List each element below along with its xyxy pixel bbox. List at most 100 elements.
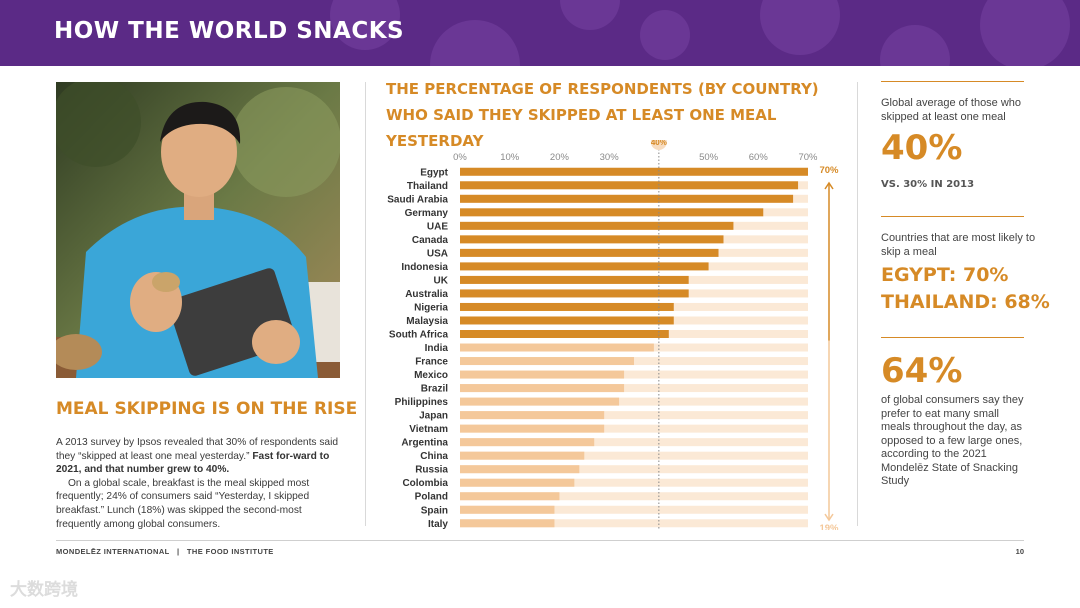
bar-track — [460, 519, 808, 528]
category-label: Italy — [428, 519, 448, 530]
x-tick-label: 20% — [550, 152, 570, 163]
stat-3-description: of global consumers say they prefer to e… — [881, 394, 1024, 487]
divider-left — [365, 82, 366, 526]
category-label: South Africa — [389, 330, 449, 341]
bar-philippines — [460, 397, 620, 406]
category-label: Vietnam — [409, 424, 448, 435]
stat-3-value: 64% — [881, 351, 963, 391]
x-tick-label: 10% — [500, 152, 520, 163]
bar-japan — [460, 411, 605, 420]
bar-uae — [460, 221, 734, 230]
bar-brazil — [460, 384, 625, 393]
sidebar-rule-1 — [881, 81, 1024, 82]
category-label: Canada — [412, 235, 449, 246]
paragraph-1-text: A 2013 survey by Ipsos revealed that 30%… — [56, 437, 339, 462]
bar-track — [460, 397, 808, 406]
bar-track — [460, 492, 808, 501]
category-label: Brazil — [421, 384, 448, 395]
bar-track — [460, 384, 808, 393]
bar-track — [460, 451, 808, 460]
category-label: Indonesia — [401, 262, 448, 273]
bar-malaysia — [460, 316, 674, 325]
range-arrowhead-up — [824, 181, 834, 190]
bar-colombia — [460, 478, 575, 487]
bar-track — [460, 465, 808, 474]
x-tick-label: 0% — [453, 152, 467, 163]
category-label: Australia — [405, 289, 448, 300]
divider-right — [857, 82, 858, 526]
category-label: Nigeria — [414, 302, 448, 313]
bar-track — [460, 478, 808, 487]
stat-1-label: Global average of those who skipped at l… — [881, 97, 1022, 123]
bar-south-africa — [460, 330, 669, 338]
bar-argentina — [460, 438, 595, 447]
footer-organizations: MONDELĒZ INTERNATIONAL | THE FOOD INSTIT… — [56, 547, 274, 556]
bar-track — [460, 505, 808, 514]
paragraph-2: On a global scale, breakfast is the meal… — [56, 477, 310, 530]
range-bottom-label: 19% — [819, 523, 839, 530]
x-tick-label: 70% — [798, 152, 818, 163]
category-label: Spain — [421, 505, 448, 516]
bar-track — [460, 438, 808, 447]
bar-nigeria — [460, 302, 674, 311]
range-arrowhead-down — [824, 513, 834, 522]
category-label: Poland — [415, 492, 448, 503]
category-label: Argentina — [401, 438, 448, 449]
sidebar-rule-3 — [881, 337, 1024, 338]
bar-chart: 0% 10% 20% 30% 50% 60% 70% Egypt Thailand Saudi A… — [387, 140, 839, 530]
category-label: UK — [434, 275, 449, 286]
header-banner: HOW THE WORLD SNACKS — [0, 0, 1080, 66]
bar-france — [460, 357, 634, 366]
bar-russia — [460, 465, 580, 474]
bar-canada — [460, 235, 724, 244]
category-label: Thailand — [407, 181, 448, 192]
x-tick-label: 30% — [600, 152, 620, 163]
category-label: Germany — [405, 208, 449, 219]
stat-1-value: 40% — [881, 128, 963, 168]
x-tick-label: 50% — [699, 152, 719, 163]
bar-usa — [460, 248, 719, 257]
stat-2-line-1: EGYPT: 70% — [881, 264, 1009, 286]
category-label: Philippines — [395, 397, 449, 408]
bar-track — [460, 424, 808, 433]
bar-china — [460, 451, 585, 460]
page-title: HOW THE WORLD SNACKS — [54, 18, 405, 44]
reference-label: 40% — [651, 140, 667, 147]
bar-italy — [460, 519, 555, 528]
category-label: Egypt — [420, 167, 448, 178]
stat-1-note: VS. 30% IN 2013 — [881, 179, 975, 190]
page-number: 10 — [1015, 547, 1024, 556]
category-label: Saudi Arabia — [387, 194, 448, 205]
paragraph-1: A 2013 survey by Ipsos revealed that 30%… — [56, 436, 340, 477]
bar-egypt — [460, 167, 808, 176]
category-label: France — [415, 357, 448, 368]
section-heading: MEAL SKIPPING IS ON THE RISE — [56, 399, 358, 419]
bar-thailand — [460, 181, 799, 190]
left-body-text: A 2013 survey by Ipsos revealed that 30%… — [56, 436, 340, 531]
bar-saudi-arabia — [460, 194, 794, 203]
category-label: Russia — [415, 465, 448, 476]
chart-title: THE PERCENTAGE OF RESPONDENTS (BY COUNTR… — [386, 80, 819, 150]
category-label: Japan — [419, 411, 448, 422]
bar-track — [460, 411, 808, 420]
category-label: Malaysia — [406, 316, 448, 327]
category-label: China — [420, 451, 448, 462]
bar-poland — [460, 492, 560, 501]
bar-vietnam — [460, 424, 605, 433]
category-label: UAE — [427, 221, 448, 232]
category-label: USA — [427, 248, 448, 259]
bar-australia — [460, 289, 689, 298]
bar-uk — [460, 275, 689, 284]
paragraph-1-bold: Fast for-ward to 2021, and that number g… — [56, 450, 330, 476]
category-label: Mexico — [414, 370, 448, 381]
category-label: India — [425, 343, 449, 354]
bar-germany — [460, 208, 764, 217]
footer-rule — [56, 540, 1024, 541]
photo-illustration — [56, 82, 340, 378]
reference-marker — [650, 140, 667, 150]
man-with-tablet-photo — [56, 82, 340, 378]
sidebar-rule-2 — [881, 216, 1024, 217]
bar-mexico — [460, 370, 625, 379]
x-tick-label: 60% — [749, 152, 769, 163]
bar-spain — [460, 505, 555, 514]
